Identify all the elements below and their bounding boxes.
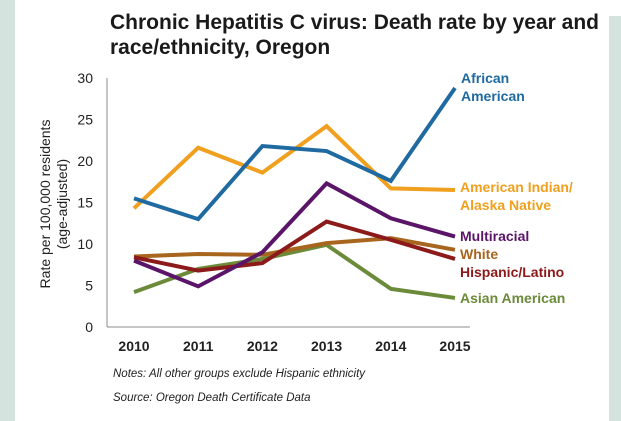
x-tick-label: 2010 <box>118 338 149 354</box>
chart-title-line-1: Chronic Hepatitis C virus: Death rate by… <box>110 11 599 34</box>
y-axis-label: Rate per 100,000 residents (age-adjusted) <box>37 120 70 289</box>
series-label: Hispanic/Latino <box>460 264 564 280</box>
chart-title-line-2: race/ethnicity, Oregon <box>110 36 331 59</box>
y-tick-label: 0 <box>85 319 93 335</box>
series-label: Multiracial <box>460 228 529 244</box>
y-axis-title-line-1: Rate per 100,000 residents <box>37 120 53 289</box>
series-label: African <box>461 70 509 86</box>
series-line <box>133 242 456 300</box>
series-label: Alaska Native <box>460 197 551 213</box>
x-tick-label: 2013 <box>311 338 342 354</box>
series-label: White <box>460 246 498 262</box>
y-tick-label: 20 <box>77 153 93 169</box>
chart-card <box>15 0 609 421</box>
series-line <box>133 236 456 259</box>
series-lines <box>132 86 457 300</box>
series-line <box>132 123 456 210</box>
series-label: American Indian/ <box>460 179 573 195</box>
y-tick-label: 30 <box>77 70 93 86</box>
series-line <box>133 219 456 273</box>
y-axis-title-line-2: (age-adjusted) <box>54 159 70 249</box>
series-labels: African American American Indian/Alaska Na… <box>460 70 573 306</box>
x-tick-label: 2015 <box>439 338 470 354</box>
series-line <box>133 86 457 222</box>
x-tick-label: 2012 <box>247 338 278 354</box>
x-tick-label: 2014 <box>375 338 406 354</box>
chart-notes: Notes: All other groups exclude Hispanic… <box>113 368 366 380</box>
tick-labels: 0 5 10 15 20 25 30 2010 2011 2012 2013 2014 2015 <box>77 70 470 354</box>
corner-patch <box>581 0 621 16</box>
y-tick-label: 10 <box>77 236 93 252</box>
series-label: American <box>461 88 525 104</box>
axes <box>106 78 470 328</box>
x-tick-label: 2011 <box>183 338 214 354</box>
series-label: Asian American <box>460 290 565 306</box>
y-tick-label: 15 <box>77 195 93 211</box>
y-tick-label: 25 <box>77 112 93 128</box>
chart-source: Source: Oregon Death Certificate Data <box>113 392 311 404</box>
series-line <box>133 180 456 289</box>
y-tick-label: 5 <box>85 278 93 294</box>
chart-title: Chronic Hepatitis C virus: Death rate by… <box>110 10 610 60</box>
